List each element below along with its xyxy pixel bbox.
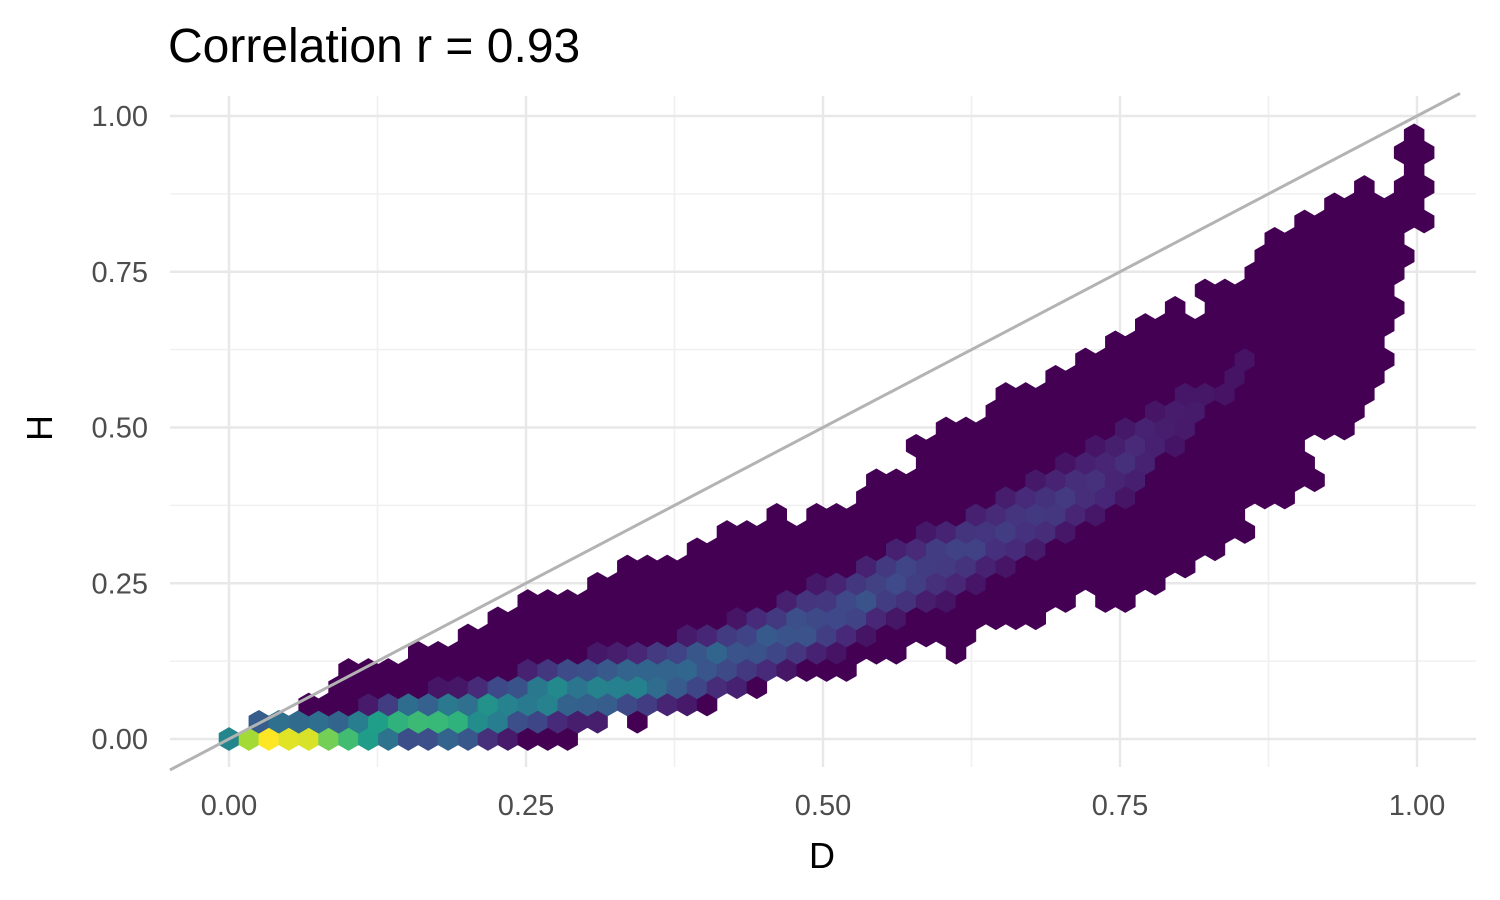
x-tick-label: 0.75 [1092, 790, 1148, 822]
y-tick-label: 0.00 [92, 724, 148, 756]
y-tick-label: 0.25 [92, 568, 148, 600]
x-tick-label: 0.25 [498, 790, 554, 822]
y-axis-ticks: 0.00 0.25 0.50 0.75 1.00 [92, 101, 148, 756]
identity-line [169, 92, 1461, 772]
y-tick-label: 0.75 [92, 257, 148, 289]
y-tick-label: 1.00 [92, 101, 148, 133]
hex-bin [1354, 175, 1375, 199]
x-tick-label: 0.50 [795, 790, 851, 822]
grid [170, 96, 1476, 767]
chart-title: Correlation r = 0.93 [168, 20, 580, 73]
hexbin-layer [218, 123, 1435, 751]
y-axis-title: H [19, 415, 60, 441]
hex-bin [1403, 123, 1425, 148]
hex-bin [1164, 295, 1186, 320]
reference-line-layer [169, 92, 1461, 772]
x-tick-label: 0.00 [201, 790, 257, 822]
hex-bin [766, 502, 788, 527]
x-axis-title: D [809, 835, 835, 876]
x-axis-ticks: 0.00 0.25 0.50 0.75 1.00 [201, 790, 1445, 822]
y-tick-label: 0.50 [92, 413, 148, 445]
x-tick-label: 1.00 [1389, 790, 1445, 822]
